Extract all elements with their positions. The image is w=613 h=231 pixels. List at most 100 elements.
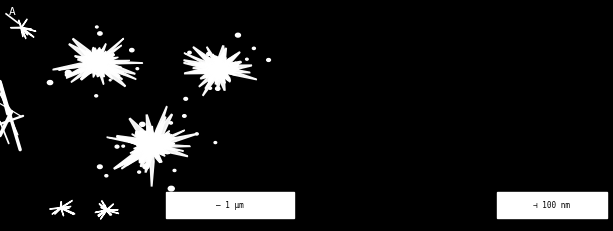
Polygon shape bbox=[97, 61, 129, 63]
Circle shape bbox=[208, 87, 211, 89]
Circle shape bbox=[109, 79, 111, 81]
Polygon shape bbox=[195, 63, 219, 70]
Polygon shape bbox=[148, 128, 154, 146]
Polygon shape bbox=[97, 62, 120, 76]
Polygon shape bbox=[151, 117, 166, 146]
Polygon shape bbox=[219, 62, 242, 70]
Text: — 1 μm: — 1 μm bbox=[216, 201, 244, 210]
Circle shape bbox=[95, 95, 97, 97]
Polygon shape bbox=[21, 27, 34, 37]
Polygon shape bbox=[68, 62, 98, 76]
Polygon shape bbox=[219, 67, 238, 71]
Circle shape bbox=[97, 165, 102, 169]
Polygon shape bbox=[116, 145, 153, 168]
Polygon shape bbox=[97, 62, 113, 79]
Polygon shape bbox=[97, 62, 135, 74]
Polygon shape bbox=[97, 62, 104, 77]
Polygon shape bbox=[152, 134, 196, 146]
Polygon shape bbox=[107, 210, 110, 215]
Polygon shape bbox=[53, 62, 97, 70]
Text: ⊣ 100 nm: ⊣ 100 nm bbox=[533, 201, 570, 210]
Polygon shape bbox=[207, 47, 220, 70]
Polygon shape bbox=[185, 53, 219, 70]
Polygon shape bbox=[152, 106, 167, 146]
Polygon shape bbox=[100, 204, 107, 210]
Polygon shape bbox=[126, 145, 153, 165]
Polygon shape bbox=[97, 62, 123, 79]
Polygon shape bbox=[151, 114, 172, 146]
Circle shape bbox=[223, 53, 225, 55]
Polygon shape bbox=[205, 69, 220, 88]
Polygon shape bbox=[218, 69, 225, 90]
Polygon shape bbox=[61, 207, 75, 214]
Circle shape bbox=[136, 68, 139, 70]
Circle shape bbox=[207, 52, 210, 55]
Polygon shape bbox=[150, 146, 154, 186]
Polygon shape bbox=[145, 145, 153, 172]
Polygon shape bbox=[55, 208, 61, 214]
Polygon shape bbox=[10, 27, 21, 28]
Polygon shape bbox=[21, 27, 28, 35]
Polygon shape bbox=[60, 202, 61, 208]
Circle shape bbox=[173, 169, 176, 172]
Circle shape bbox=[216, 87, 220, 90]
Circle shape bbox=[146, 164, 150, 166]
Polygon shape bbox=[97, 61, 121, 64]
Polygon shape bbox=[152, 145, 183, 151]
Polygon shape bbox=[81, 62, 98, 80]
Polygon shape bbox=[152, 130, 185, 146]
Polygon shape bbox=[219, 52, 240, 70]
Circle shape bbox=[267, 58, 270, 61]
Polygon shape bbox=[105, 205, 107, 210]
Polygon shape bbox=[71, 62, 98, 82]
Polygon shape bbox=[218, 46, 224, 69]
Polygon shape bbox=[101, 210, 107, 219]
Polygon shape bbox=[97, 62, 121, 68]
Polygon shape bbox=[193, 47, 220, 70]
Polygon shape bbox=[135, 138, 153, 146]
Polygon shape bbox=[107, 210, 118, 211]
Polygon shape bbox=[140, 145, 153, 167]
Polygon shape bbox=[50, 208, 61, 209]
Polygon shape bbox=[66, 62, 98, 78]
Bar bbox=[166, 192, 294, 218]
Polygon shape bbox=[184, 63, 219, 70]
Circle shape bbox=[184, 97, 188, 100]
Circle shape bbox=[138, 171, 140, 173]
Polygon shape bbox=[200, 69, 220, 79]
Circle shape bbox=[183, 115, 186, 117]
Polygon shape bbox=[212, 69, 220, 81]
Polygon shape bbox=[78, 58, 97, 64]
Circle shape bbox=[47, 81, 53, 85]
Bar bbox=[497, 192, 607, 218]
Polygon shape bbox=[75, 56, 97, 63]
Polygon shape bbox=[107, 137, 153, 146]
Circle shape bbox=[105, 175, 108, 177]
Polygon shape bbox=[97, 62, 126, 86]
Text: A: A bbox=[9, 7, 16, 17]
Circle shape bbox=[130, 49, 134, 52]
Polygon shape bbox=[216, 69, 221, 90]
Polygon shape bbox=[128, 126, 176, 164]
Polygon shape bbox=[152, 145, 190, 147]
Polygon shape bbox=[21, 19, 27, 28]
Polygon shape bbox=[147, 115, 153, 146]
Polygon shape bbox=[97, 61, 142, 64]
Polygon shape bbox=[59, 62, 97, 70]
Circle shape bbox=[168, 186, 174, 191]
Polygon shape bbox=[152, 131, 170, 146]
Polygon shape bbox=[99, 204, 107, 210]
Polygon shape bbox=[219, 69, 256, 80]
Polygon shape bbox=[102, 201, 107, 210]
Polygon shape bbox=[132, 134, 153, 146]
Polygon shape bbox=[148, 126, 153, 146]
Circle shape bbox=[66, 70, 71, 75]
Polygon shape bbox=[219, 61, 240, 70]
Polygon shape bbox=[80, 62, 98, 79]
Polygon shape bbox=[114, 145, 153, 169]
Polygon shape bbox=[18, 20, 21, 28]
Polygon shape bbox=[97, 62, 124, 75]
Polygon shape bbox=[69, 44, 98, 63]
Polygon shape bbox=[99, 210, 107, 216]
Polygon shape bbox=[21, 28, 26, 39]
